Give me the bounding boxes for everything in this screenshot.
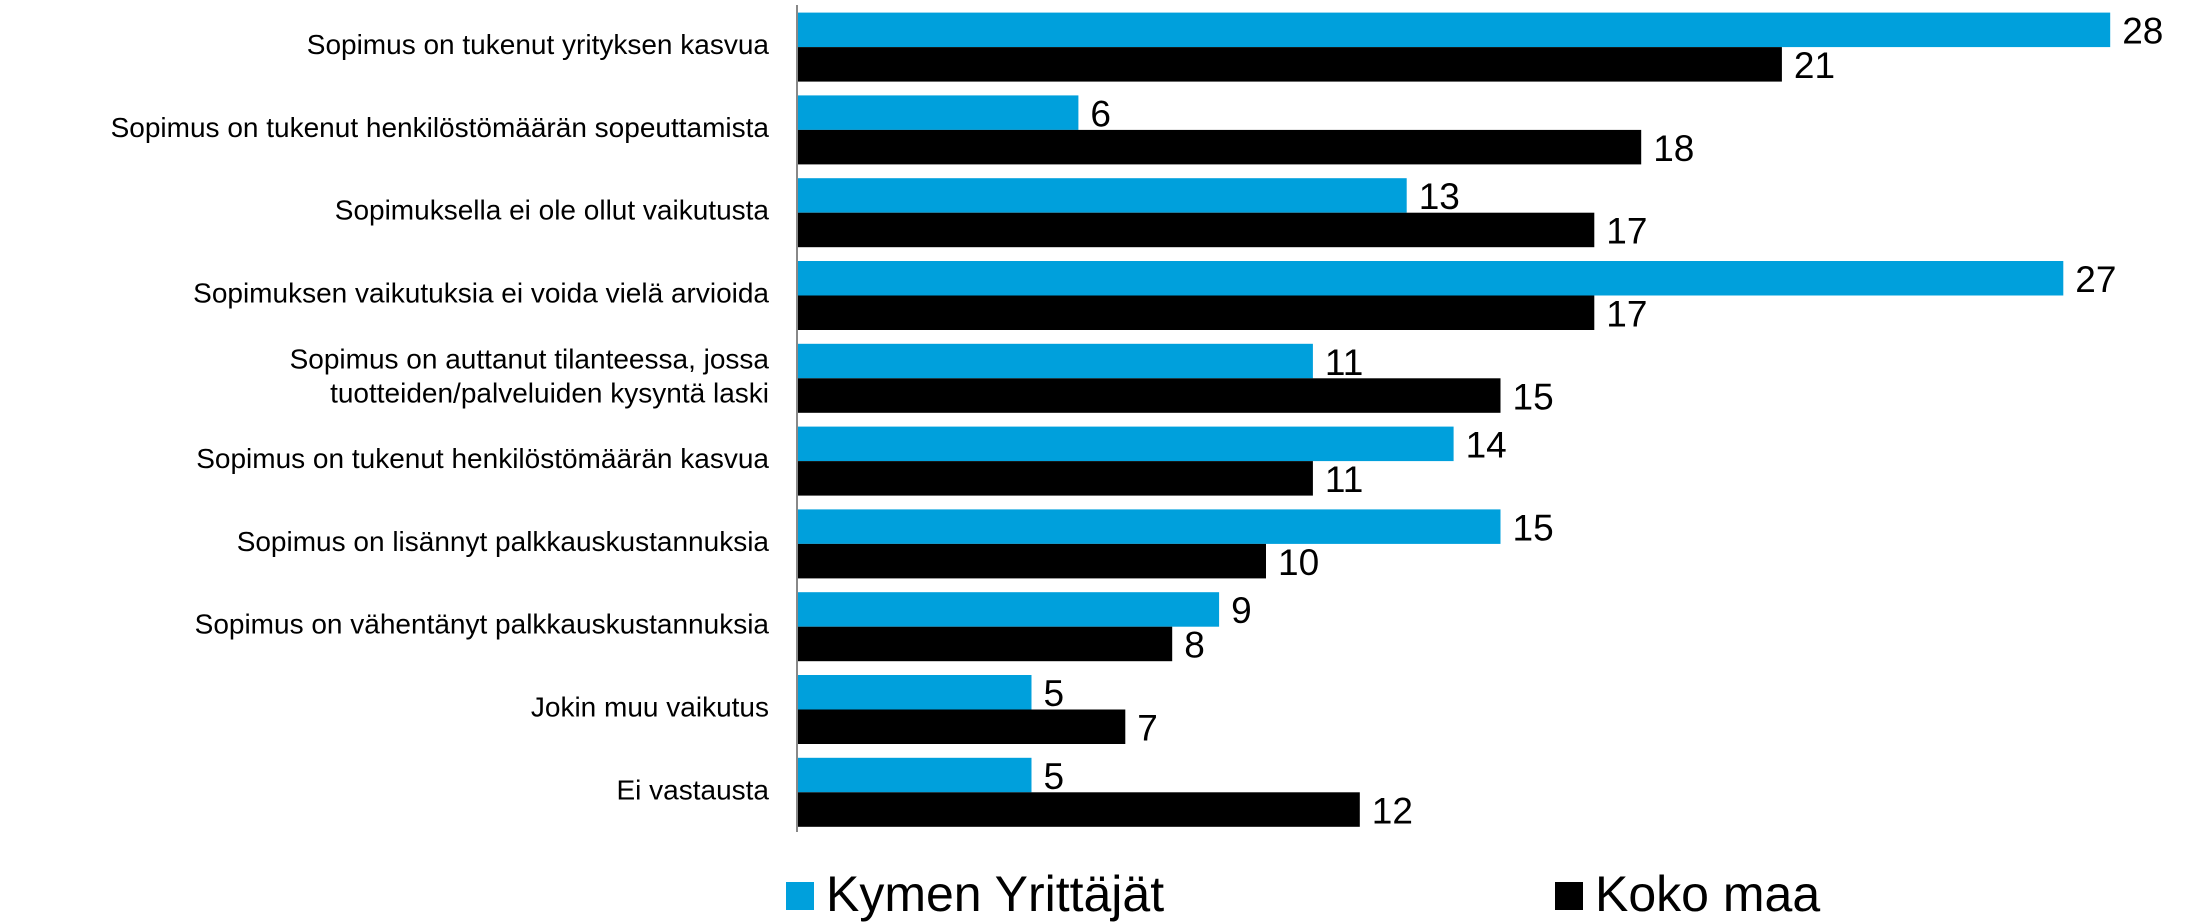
category-label: Sopimus on lisännyt palkkauskustannuksia (237, 526, 770, 557)
value-label: 28 (2122, 11, 2163, 52)
value-label: 14 (1466, 425, 1507, 466)
value-label: 5 (1044, 756, 1065, 797)
category-label: Sopimus on tukenut yrityksen kasvua (307, 29, 770, 60)
bar (797, 12, 2111, 48)
category-label: Sopimuksella ei ole ollut vaikutusta (335, 195, 770, 226)
category-label: Ei vastausta (616, 775, 769, 806)
category-label: Sopimus on tukenut henkilöstömäärän kasv… (196, 443, 769, 474)
category-label: Sopimus on vähentänyt palkkauskustannuks… (195, 609, 770, 640)
bar (797, 543, 1266, 579)
legend-swatch (786, 882, 814, 910)
value-label: 27 (2075, 259, 2116, 300)
value-label: 9 (1231, 590, 1252, 631)
category-label: Sopimus on tukenut henkilöstömäärän sope… (111, 112, 770, 143)
value-label: 11 (1325, 342, 1363, 383)
legend-label: Kymen Yrittäjät (826, 866, 1164, 922)
value-label: 21 (1794, 45, 1835, 86)
bar (797, 178, 1407, 213)
legend-label: Koko maa (1595, 866, 1820, 922)
value-label: 18 (1653, 128, 1694, 169)
bar (797, 95, 1079, 130)
bar (797, 343, 1313, 379)
bar (797, 47, 1782, 82)
bar (797, 675, 1032, 710)
bar (797, 426, 1454, 462)
value-label: 10 (1278, 542, 1319, 583)
bar (797, 212, 1595, 248)
value-label: 13 (1419, 176, 1460, 217)
value-label: 8 (1184, 625, 1205, 666)
value-label: 17 (1606, 211, 1647, 252)
value-label: 17 (1606, 294, 1647, 335)
bar (797, 461, 1313, 496)
category-label: Sopimuksen vaikutuksia ei voida vielä ar… (193, 278, 769, 309)
value-label: 5 (1044, 673, 1065, 714)
bar (797, 626, 1173, 662)
bar (797, 757, 1032, 793)
bar (797, 792, 1360, 827)
bar (797, 509, 1501, 544)
bar (797, 261, 2064, 296)
value-label: 11 (1325, 459, 1363, 500)
category-label: Jokin muu vaikutus (531, 692, 769, 723)
value-label: 15 (1513, 507, 1554, 548)
legend-swatch (1555, 882, 1583, 910)
bar (797, 378, 1501, 413)
value-label: 7 (1137, 708, 1158, 749)
bar (797, 592, 1220, 627)
bar (797, 129, 1642, 165)
bar (797, 295, 1595, 330)
value-label: 15 (1513, 376, 1554, 417)
value-label: 6 (1090, 93, 1111, 134)
value-label: 12 (1372, 790, 1413, 831)
bar (797, 709, 1126, 744)
category-label: Sopimus on auttanut tilanteessa, jossa tu… (290, 344, 770, 409)
